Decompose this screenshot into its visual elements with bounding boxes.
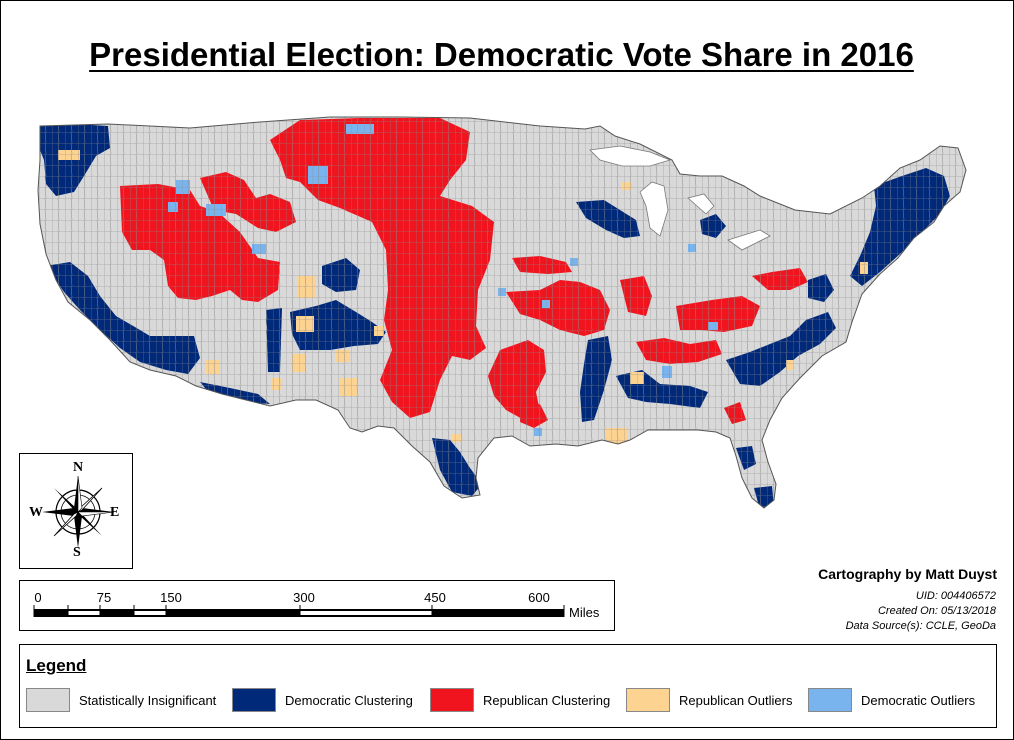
compass-north-label: N — [73, 460, 84, 475]
legend-item-republican-clustering: Republican Clustering — [430, 687, 610, 713]
legend-item-republican-outliers: Republican Outliers — [626, 687, 792, 713]
scale-bar — [33, 605, 565, 617]
scale-unit-label: Miles — [569, 605, 600, 620]
scale-tick-label: 450 — [424, 590, 446, 605]
legend-swatch — [430, 688, 474, 712]
map-title: Presidential Election: Democratic Vote S… — [89, 36, 914, 73]
compass-west-label: W — [29, 505, 43, 520]
created-date-text: Created On: 05/13/2018 — [877, 605, 996, 617]
lake-superior — [589, 145, 672, 167]
scale-tick-label: 75 — [96, 590, 112, 605]
lake-huron — [687, 193, 715, 215]
lake-michigan — [639, 181, 669, 237]
compass-south-label: S — [73, 545, 81, 560]
uid-text: UID: 004406572 — [915, 590, 996, 602]
legend-label: Republican Outliers — [679, 692, 793, 708]
legend-swatch — [26, 688, 70, 712]
legend-item-democratic-outliers: Democratic Outliers — [808, 687, 975, 713]
scale-tick-label: 300 — [293, 590, 315, 605]
legend-title: Legend — [26, 656, 87, 675]
cartography-credit: Cartography by Matt Duyst — [818, 566, 997, 582]
legend: Legend Statistically Insignificant Democ… — [19, 644, 997, 728]
legend-label: Democratic Clustering — [285, 692, 413, 708]
scale-tick-label: 150 — [160, 590, 182, 605]
legend-swatch — [626, 688, 670, 712]
lake-erie — [727, 229, 771, 251]
legend-label: Republican Clustering — [483, 692, 611, 708]
compass-rose-box: N S E W — [19, 453, 133, 569]
scale-bar-box: 0 75 150 300 450 600 Miles — [19, 580, 615, 631]
legend-swatch — [232, 688, 276, 712]
county-boundaries — [38, 117, 966, 508]
legend-label: Statistically Insignificant — [79, 692, 217, 708]
legend-item-democratic-clustering: Democratic Clustering — [232, 687, 413, 713]
data-sources-text: Data Source(s): CCLE, GeoDa — [845, 620, 996, 632]
scale-tick-label: 600 — [528, 590, 550, 605]
scale-tick-label: 0 — [34, 590, 42, 605]
legend-item-insignificant: Statistically Insignificant — [26, 687, 216, 713]
compass-rose-icon — [42, 475, 115, 548]
compass-east-label: E — [110, 505, 120, 520]
legend-label: Democratic Outliers — [861, 692, 976, 708]
legend-swatch — [808, 688, 852, 712]
